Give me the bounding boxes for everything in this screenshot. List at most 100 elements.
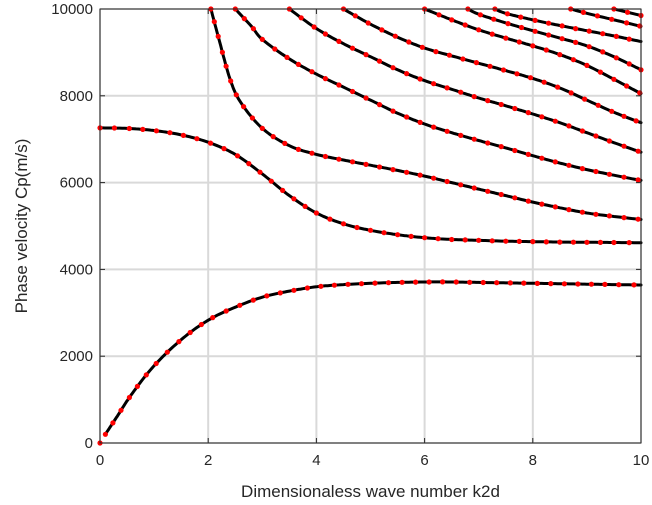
data-point [164, 349, 170, 355]
data-point [422, 235, 428, 241]
data-point [340, 221, 347, 227]
data-point [153, 128, 159, 134]
data-point [580, 9, 587, 15]
data-point [467, 279, 473, 285]
data-point [525, 198, 531, 204]
data-point [392, 33, 398, 39]
y-tick-label: 6000 [60, 175, 93, 192]
data-point [111, 125, 117, 131]
data-point [395, 232, 401, 238]
data-point [237, 302, 243, 308]
data-point [322, 31, 328, 37]
data-point [559, 23, 565, 29]
data-point [552, 159, 558, 165]
data-point [349, 45, 356, 51]
data-point [349, 88, 356, 95]
data-point [575, 281, 581, 287]
x-tick-label: 6 [420, 452, 428, 469]
data-point [489, 31, 495, 37]
y-tick-label: 4000 [60, 261, 93, 278]
data-point [471, 185, 477, 191]
data-point [512, 195, 518, 201]
data-point [446, 52, 452, 58]
data-point [633, 118, 639, 124]
data-point [264, 293, 270, 299]
data-point [637, 23, 643, 29]
data-point [521, 280, 527, 286]
data-point [555, 84, 561, 90]
data-point [249, 115, 255, 121]
data-point [611, 76, 617, 82]
data-point [462, 22, 468, 28]
data-point [476, 27, 482, 33]
data-point [444, 128, 450, 134]
data-point [593, 211, 599, 217]
data-point [406, 39, 412, 45]
dispersion-curve-4 [233, 7, 643, 182]
data-point [399, 279, 405, 285]
data-point [566, 207, 572, 213]
data-point [597, 239, 604, 245]
data-point [480, 279, 486, 286]
data-point [376, 164, 383, 170]
data-point [471, 94, 477, 100]
data-point [234, 153, 241, 159]
data-point [626, 36, 632, 42]
data-point [284, 54, 290, 61]
grid [99, 8, 642, 444]
data-point [600, 31, 606, 37]
series-markers [97, 6, 644, 446]
data-point [187, 329, 193, 336]
x-tick-label: 10 [633, 452, 650, 469]
data-point [602, 281, 608, 287]
data-point [198, 321, 204, 328]
data-point [257, 169, 263, 175]
data-point [376, 102, 383, 108]
y-tick-label: 2000 [60, 348, 93, 365]
data-point [272, 46, 278, 52]
x-tick-label: 2 [204, 452, 212, 469]
data-point [570, 239, 577, 245]
dispersion-curve-2 [98, 126, 643, 245]
data-point [624, 9, 631, 15]
data-point [134, 383, 140, 389]
data-point [309, 69, 315, 75]
y-tick-label: 0 [85, 435, 93, 452]
data-point [539, 114, 545, 120]
data-point [298, 15, 304, 21]
data-point [579, 128, 586, 134]
data-point [593, 168, 599, 175]
data-point [543, 47, 549, 53]
data-point [624, 83, 630, 89]
data-point [498, 191, 504, 198]
data-point [600, 49, 606, 55]
x-tick-label: 8 [529, 452, 537, 469]
data-point [336, 82, 342, 88]
data-point [573, 39, 579, 46]
data-point [367, 227, 374, 233]
data-point [460, 56, 466, 62]
data-point [440, 279, 446, 285]
data-point [552, 204, 558, 210]
data-point [609, 16, 615, 22]
data-point [282, 140, 288, 146]
data-point [546, 32, 552, 38]
data-point [503, 238, 509, 244]
data-point [180, 132, 186, 138]
data-point [458, 132, 464, 138]
data-point [322, 76, 328, 82]
data-point [241, 16, 247, 22]
data-point [498, 144, 504, 150]
data-point [223, 63, 229, 69]
data-point [557, 52, 563, 58]
data-point [568, 90, 574, 96]
data-point [358, 281, 365, 287]
data-point [250, 26, 256, 32]
data-point [503, 35, 509, 41]
data-point [616, 282, 622, 288]
data-point [408, 233, 414, 239]
data-point [268, 178, 274, 184]
data-point [153, 360, 159, 367]
data-point [295, 61, 301, 67]
data-point [557, 239, 563, 245]
